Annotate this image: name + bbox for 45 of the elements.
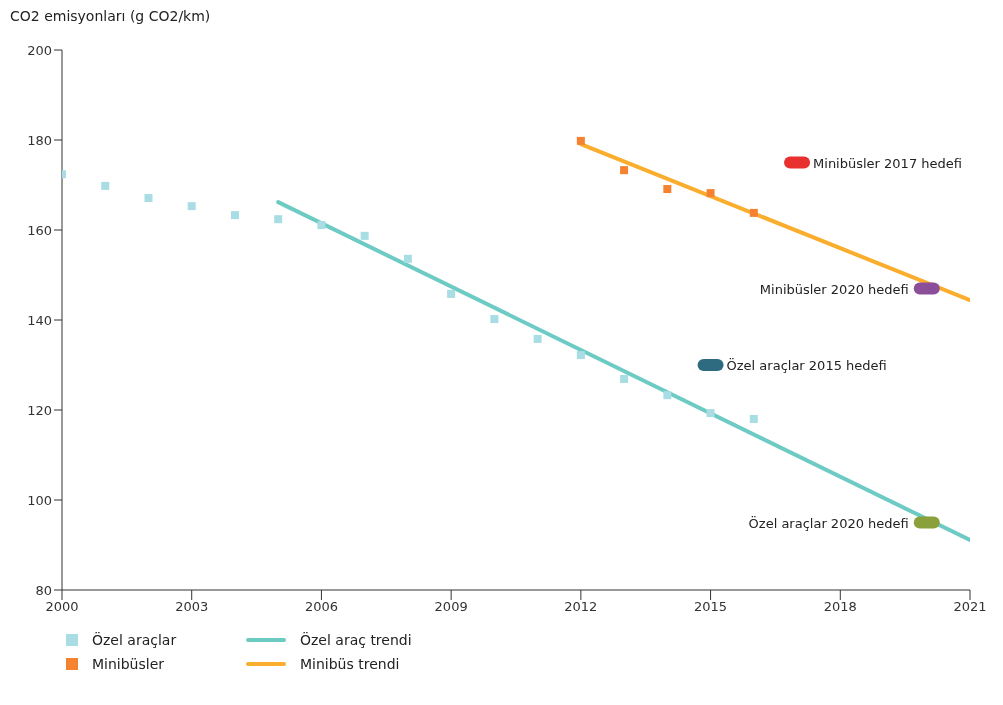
y-tick-label: 100 [27,492,52,508]
point [187,202,196,211]
point [490,315,499,324]
point [230,211,239,220]
point [144,194,153,203]
legend-label: Özel araçlar [92,632,177,648]
legend-label: Minibüsler [92,656,165,672]
y-tick-label: 140 [27,312,52,328]
point [706,189,715,198]
x-tick-label: 2003 [175,599,209,615]
y-axis-title: CO2 emisyonları (g CO2/km) [10,8,212,26]
legend-label: Özel araç trendi [300,632,412,648]
x-tick-label: 2012 [564,599,598,615]
point [749,415,758,423]
x-tick-label: 2021 [953,599,987,615]
point [576,136,585,145]
y-tick-label: 80 [35,582,52,598]
legend-label: Minibüs trendi [300,656,400,672]
point [706,409,715,418]
point [274,215,283,224]
point [317,221,326,230]
point [749,208,758,217]
point [101,181,110,190]
series-label: Minibüsler 2020 hedefi [759,281,909,297]
y-tick-label: 200 [27,42,52,58]
point [447,289,456,298]
x-tick-label: 2006 [304,599,338,615]
point [533,334,542,343]
point [620,374,629,383]
series-label: Özel araçlar 2015 hedefi [726,357,887,373]
series-label: Minibüsler 2017 hedefi [813,155,962,171]
y-tick-label: 160 [27,222,52,238]
y-tick-label: 120 [27,402,52,418]
series-label: Özel araçlar 2020 hedefi [748,514,909,531]
point [620,166,629,175]
x-tick-label: 2015 [694,599,728,615]
point [663,391,672,400]
y-tick-label: 180 [27,132,52,148]
x-tick-label: 2000 [45,599,79,615]
point [663,185,672,194]
point [360,231,369,240]
x-tick-label: 2018 [823,599,857,615]
point [576,351,585,360]
point [403,254,412,263]
x-tick-label: 2009 [434,599,468,615]
